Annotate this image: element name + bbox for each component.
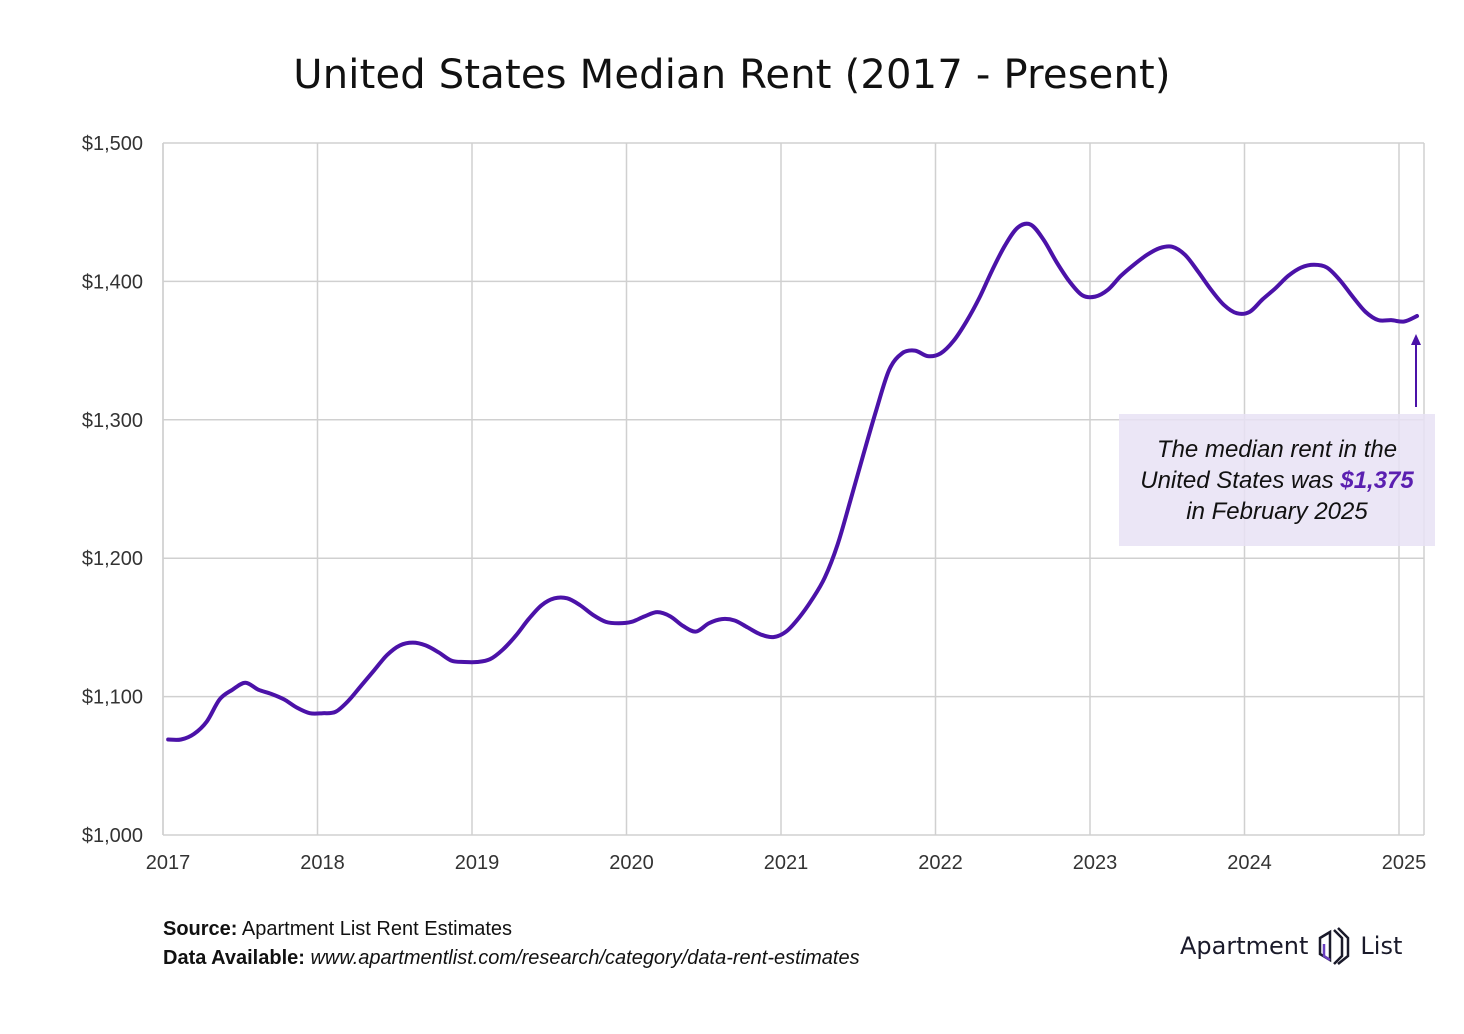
y-tick-label: $1,200 <box>82 548 143 570</box>
x-axis: 2017 2018 2019 2020 2021 2022 2023 2024 2025 <box>146 852 1427 874</box>
annotation-box: The median rent in the United States was… <box>1119 414 1435 546</box>
data-available-link[interactable]: www.apartmentlist.com/research/category/… <box>310 947 860 969</box>
annotation-line2: United States was <box>1140 466 1341 494</box>
x-tick-label: 2018 <box>300 852 345 874</box>
x-tick-label: 2025 <box>1382 852 1427 874</box>
x-tick-label: 2021 <box>764 852 809 874</box>
annotation-line3: in February 2025 <box>1186 497 1368 525</box>
x-tick-label: 2022 <box>918 852 963 874</box>
y-tick-label: $1,300 <box>82 410 143 432</box>
x-tick-label: 2019 <box>455 852 500 874</box>
annotation-value: $1,375 <box>1340 466 1414 494</box>
y-tick-label: $1,400 <box>82 271 143 293</box>
logo-text-left: Apartment <box>1180 932 1309 960</box>
x-tick-label: 2020 <box>609 852 654 874</box>
chart-title: United States Median Rent (2017 - Presen… <box>293 52 1171 98</box>
logo-text-right: List <box>1360 932 1403 960</box>
footer: Source: Apartment List Rent Estimates Da… <box>163 915 860 973</box>
x-tick-label: 2024 <box>1227 852 1272 874</box>
x-tick-label: 2023 <box>1073 852 1118 874</box>
annotation-arrow <box>1411 334 1421 407</box>
source-label: Source: <box>163 918 238 940</box>
grid <box>162 142 1425 836</box>
series-line <box>166 221 1420 742</box>
y-tick-label: $1,500 <box>82 133 143 155</box>
y-tick-label: $1,100 <box>82 687 143 709</box>
data-available-label: Data Available: <box>163 947 305 969</box>
source-value: Apartment List Rent Estimates <box>241 918 513 940</box>
apartment-list-logo: Apartment List <box>1180 926 1402 966</box>
building-logo-icon <box>1319 927 1350 965</box>
y-tick-label: $1,000 <box>82 825 143 847</box>
annotation-line1: The median rent in the <box>1156 435 1398 463</box>
y-axis: $1,000 $1,100 $1,200 $1,300 $1,400 $1,500 <box>82 133 143 847</box>
x-tick-label: 2017 <box>146 852 191 874</box>
